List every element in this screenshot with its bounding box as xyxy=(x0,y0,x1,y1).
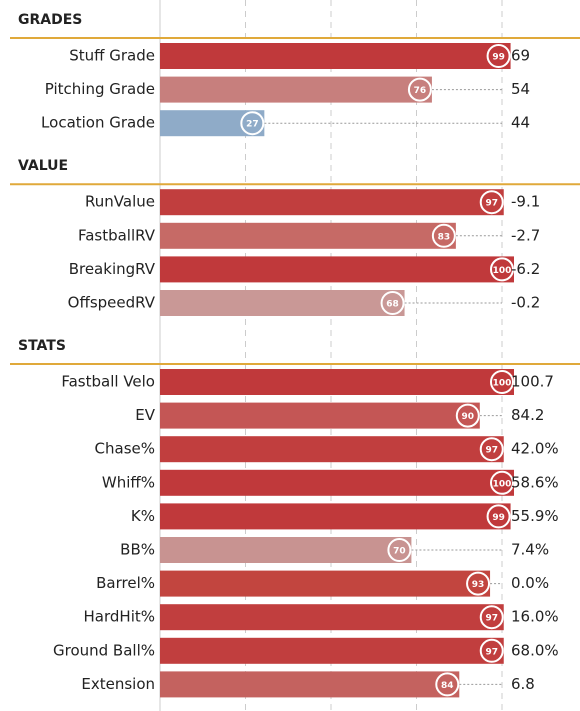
bar xyxy=(160,76,432,103)
category-label: K% xyxy=(131,507,155,525)
percentile-label: 99 xyxy=(492,53,505,63)
category-label: Fastball Velo xyxy=(61,373,155,391)
percentile-dot xyxy=(387,538,412,562)
stat-value: 100.7 xyxy=(511,373,554,391)
percentile-label: 97 xyxy=(485,446,498,456)
stat-value: -9.1 xyxy=(511,193,540,211)
stat-value: 0.0% xyxy=(511,574,549,592)
stat-value: 7.4% xyxy=(511,541,549,559)
percentile-dot xyxy=(490,257,514,282)
stat-value: -2.7 xyxy=(511,226,540,244)
percentile-dot xyxy=(431,223,456,248)
percentile-dot xyxy=(466,571,491,596)
stat-value: 84.2 xyxy=(511,406,544,424)
bar xyxy=(160,256,514,283)
category-label: BreakingRV xyxy=(69,260,156,278)
percentile-label: 90 xyxy=(462,412,475,422)
percentile-label: 70 xyxy=(393,547,406,557)
percentile-label: 76 xyxy=(414,86,427,96)
section-title: STATS xyxy=(18,338,66,354)
category-label: BB% xyxy=(120,541,155,559)
percentile-dot xyxy=(486,504,511,529)
percentile-label: 83 xyxy=(438,232,451,242)
percentile-label: 97 xyxy=(485,647,498,657)
bar xyxy=(160,469,514,496)
percentile-dot xyxy=(407,77,432,102)
section-title: GRADES xyxy=(18,12,82,28)
category-label: Stuff Grade xyxy=(69,47,155,65)
section-title: VALUE xyxy=(18,158,68,174)
bar xyxy=(160,222,456,249)
percentile-label: 93 xyxy=(472,580,485,590)
percentile-dot xyxy=(479,190,504,215)
stat-value: 16.0% xyxy=(511,608,559,626)
bar xyxy=(160,189,504,216)
percentile-label: 100 xyxy=(493,379,512,389)
bar xyxy=(160,637,504,664)
bar xyxy=(160,369,514,395)
stat-value: 54 xyxy=(511,80,530,98)
percentile-dot xyxy=(490,470,514,495)
bar xyxy=(160,570,491,597)
category-label: Location Grade xyxy=(41,114,155,132)
category-label: Extension xyxy=(81,675,155,693)
bar xyxy=(160,290,405,316)
stat-value: 6.8 xyxy=(511,675,535,693)
category-label: Chase% xyxy=(95,440,155,458)
category-label: FastballRV xyxy=(78,226,156,244)
percentile-label: 97 xyxy=(485,614,498,624)
bar xyxy=(160,402,480,429)
percentile-label: 100 xyxy=(493,266,512,276)
stat-value: 55.9% xyxy=(511,507,559,525)
stat-value: -0.2 xyxy=(511,294,540,312)
category-label: HardHit% xyxy=(84,608,155,626)
stat-value: 58.6% xyxy=(511,473,559,491)
category-label: EV xyxy=(135,406,155,424)
percentile-label: 100 xyxy=(493,479,512,489)
category-label: Pitching Grade xyxy=(45,80,155,98)
percentile-label: 68 xyxy=(386,300,399,310)
percentile-label: 84 xyxy=(441,681,454,691)
percentile-label: 97 xyxy=(485,199,498,209)
percentile-dot xyxy=(479,605,504,630)
percentile-dot xyxy=(486,44,511,68)
category-label: OffspeedRV xyxy=(68,294,156,312)
percentile-dot xyxy=(380,291,405,315)
bar xyxy=(160,43,511,69)
category-label: Ground Ball% xyxy=(53,641,155,659)
bar xyxy=(160,537,412,563)
percentile-label: 27 xyxy=(246,120,259,130)
bar xyxy=(160,604,504,631)
stat-value: -6.2 xyxy=(511,260,540,278)
stat-value: 69 xyxy=(511,47,530,65)
category-label: Barrel% xyxy=(96,574,155,592)
percentile-dot xyxy=(435,672,460,697)
bar xyxy=(160,436,504,463)
stat-value: 42.0% xyxy=(511,440,559,458)
percentile-label: 99 xyxy=(492,513,505,523)
percentile-dot xyxy=(240,111,265,136)
category-label: Whiff% xyxy=(102,473,155,491)
stat-value: 68.0% xyxy=(511,641,559,659)
stat-value: 44 xyxy=(511,114,530,132)
percentile-dot xyxy=(490,370,514,394)
category-label: RunValue xyxy=(85,193,155,211)
bar xyxy=(160,503,511,530)
bar xyxy=(160,671,460,698)
percentile-dot xyxy=(455,403,480,428)
percentile-dot xyxy=(479,638,504,663)
percentile-dot xyxy=(479,437,504,462)
